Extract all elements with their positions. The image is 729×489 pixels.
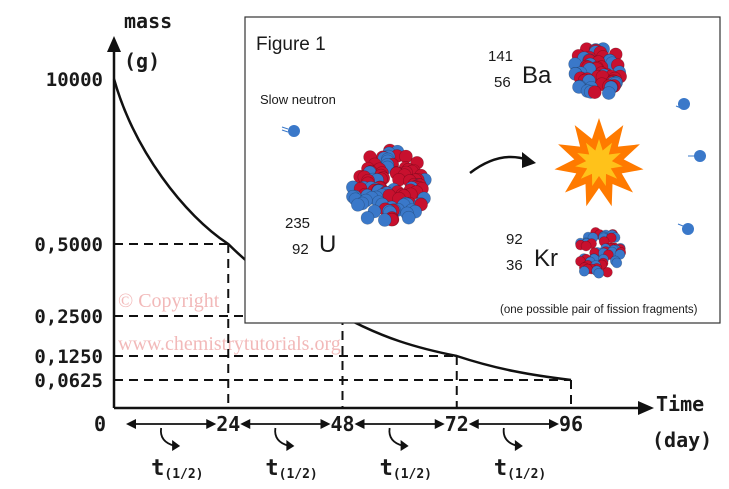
half-life-label: t(1/2)	[494, 456, 546, 482]
x-axis-title-line2: (day)	[652, 428, 712, 452]
half-life-arrowhead	[126, 419, 136, 429]
half-life-label: t(1/2)	[265, 456, 317, 482]
reaction-arrowhead-icon	[522, 152, 536, 168]
krypton-nucleus-icon	[575, 227, 627, 279]
half-life-pointer-head	[514, 440, 523, 451]
figure-frame	[244, 16, 721, 324]
watermark-copyright: © Copyright	[118, 290, 220, 312]
x-tick-label: 72	[445, 412, 469, 436]
half-life-arrowhead	[434, 419, 445, 429]
half-life-pointer-head	[400, 440, 409, 451]
y-axis-arrowhead	[107, 36, 121, 52]
figure-inset: Figure 1 Slow neutron 235 92 U 141 56 Ba…	[244, 16, 721, 324]
figure-caption: (one possible pair of fission fragments)	[500, 304, 698, 316]
figure-title: Figure 1	[256, 34, 326, 55]
y-tick-label: 0,2500	[34, 306, 103, 328]
axes	[107, 36, 654, 415]
krypton-atomic-number: 36	[506, 257, 523, 274]
half-life-arrowhead	[240, 419, 251, 429]
half-life-arrowhead	[206, 419, 217, 429]
half-life-pointer-head	[172, 440, 181, 451]
half-life-label: t(1/2)	[151, 456, 203, 482]
y-tick-label: 10000	[46, 69, 103, 91]
x-tick-label: 24	[216, 412, 240, 436]
half-life-arrowhead	[468, 419, 479, 429]
y-tick-label: 0,0625	[34, 370, 103, 392]
x-tick-labels: 0 24 48 72 96	[94, 412, 583, 436]
uranium-symbol: U	[319, 231, 336, 258]
y-axis-title-line2: (g)	[124, 49, 160, 73]
half-life-arrowhead	[320, 419, 331, 429]
barium-atomic-number: 56	[494, 74, 511, 91]
guide-lines	[114, 243, 572, 408]
slow-neutron-icon	[281, 125, 300, 137]
half-life-pointer-head	[286, 440, 295, 451]
emitted-neutron-icon	[675, 98, 690, 110]
slow-neutron-label: Slow neutron	[260, 92, 336, 107]
x-axis-arrowhead	[638, 401, 654, 415]
half-life-arrowhead	[549, 419, 559, 429]
explosion-flash-icon	[554, 118, 644, 207]
emitted-neutron-icon	[688, 150, 706, 162]
half-life-arrowhead	[354, 419, 365, 429]
uranium-mass-number: 235	[285, 215, 310, 232]
y-tick-label: 0,1250	[34, 346, 103, 368]
x-tick-label: 48	[330, 412, 354, 436]
half-life-label: t(1/2)	[380, 456, 432, 482]
uranium-atomic-number: 92	[292, 241, 309, 258]
barium-symbol: Ba	[522, 62, 552, 89]
y-tick-label: 0,5000	[34, 234, 103, 256]
x-tick-label: 96	[559, 412, 583, 436]
krypton-symbol: Kr	[534, 245, 558, 272]
barium-mass-number: 141	[488, 48, 513, 65]
barium-nucleus-icon	[568, 42, 627, 100]
x-tick-label: 0	[94, 412, 106, 436]
emitted-neutron-icon	[677, 223, 694, 235]
x-axis-title-line1: Time	[656, 392, 704, 416]
y-axis-title-line1: mass	[124, 9, 172, 33]
uranium-nucleus-icon	[346, 143, 432, 227]
krypton-mass-number: 92	[506, 231, 523, 248]
watermark-url: www.chemistrytutorials.org	[118, 333, 341, 355]
